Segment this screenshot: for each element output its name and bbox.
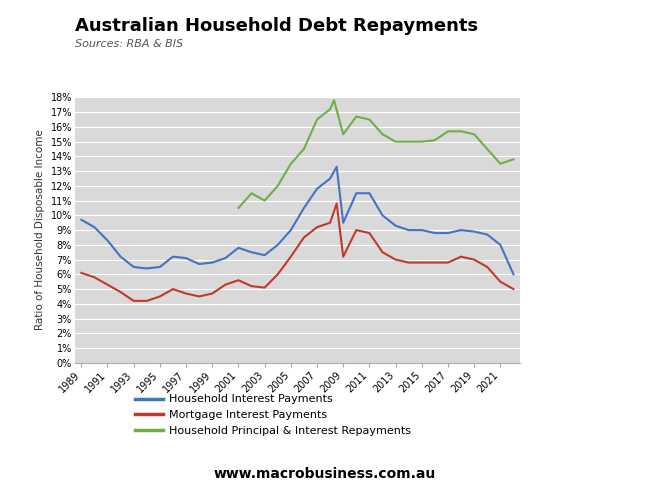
Text: MACRO: MACRO <box>558 30 612 42</box>
Text: www.macrobusiness.com.au: www.macrobusiness.com.au <box>214 467 436 481</box>
Text: BUSINESS: BUSINESS <box>548 55 622 68</box>
Y-axis label: Ratio of Household Disposable Income: Ratio of Household Disposable Income <box>35 130 45 331</box>
Text: Sources: RBA & BIS: Sources: RBA & BIS <box>75 39 183 49</box>
Text: Australian Household Debt Repayments: Australian Household Debt Repayments <box>75 17 478 35</box>
Legend: Household Interest Payments, Mortgage Interest Payments, Household Principal & I: Household Interest Payments, Mortgage In… <box>131 390 415 440</box>
